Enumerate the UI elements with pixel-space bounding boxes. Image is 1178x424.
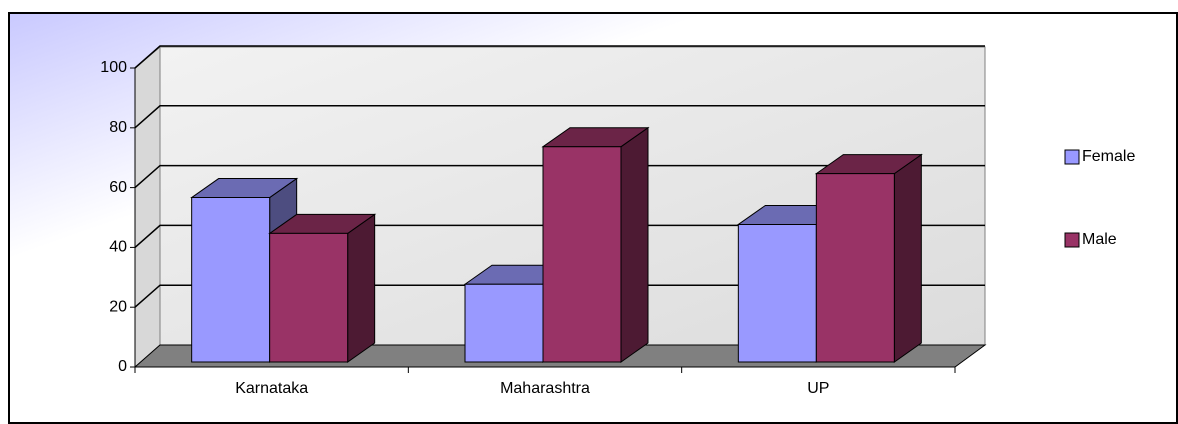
- bar-front: [815, 173, 895, 363]
- y-tick-label: 40: [109, 239, 127, 256]
- bar-front: [464, 283, 544, 363]
- bar: [268, 213, 377, 363]
- x-tick-label: Maharashtra: [500, 380, 590, 397]
- x-tick-label: Karnataka: [235, 380, 308, 397]
- legend-label: Male: [1082, 231, 1117, 248]
- y-tick-label: 0: [118, 358, 127, 375]
- grid-line: [134, 164, 985, 189]
- side-wall: [134, 45, 161, 369]
- bar-front: [269, 232, 349, 363]
- grid-line: [134, 45, 985, 69]
- y-tick-label: 20: [109, 298, 127, 315]
- x-tick-label: UP: [807, 380, 829, 397]
- y-tick-label: 100: [100, 59, 127, 76]
- bar-front: [737, 223, 817, 363]
- legend-label: Female: [1082, 148, 1135, 165]
- legend-swatch: [1064, 149, 1080, 165]
- bar-front: [542, 146, 622, 363]
- y-tick-label: 60: [109, 179, 127, 196]
- legend-swatch: [1064, 232, 1080, 248]
- bar: [541, 126, 650, 363]
- bar-side: [347, 213, 376, 363]
- bar-front: [191, 197, 271, 363]
- bar: [814, 153, 923, 363]
- bar-side: [893, 153, 922, 363]
- bar-side: [620, 126, 649, 363]
- grid-line: [134, 284, 985, 308]
- grid-line: [134, 105, 985, 129]
- grid-line: [134, 224, 985, 248]
- y-tick-label: 80: [109, 119, 127, 136]
